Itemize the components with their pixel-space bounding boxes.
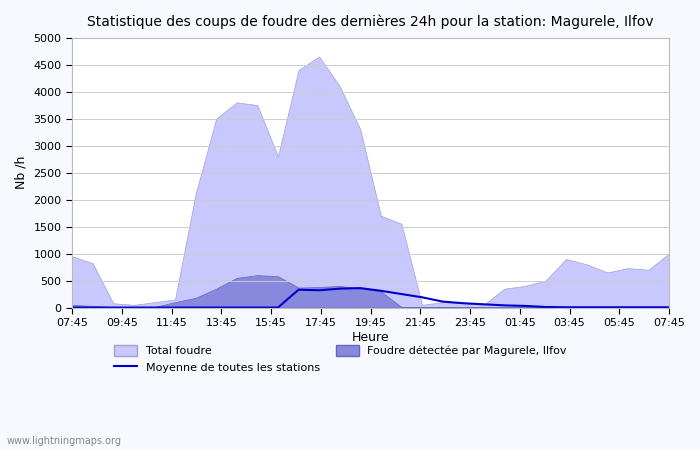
Moyenne de toutes les stations bbox=[88, 305, 97, 310]
Moyenne de toutes les stations bbox=[500, 303, 509, 308]
Moyenne de toutes les stations bbox=[191, 305, 200, 310]
Moyenne de toutes les stations bbox=[521, 303, 529, 309]
Moyenne de toutes les stations bbox=[130, 305, 138, 310]
Moyenne de toutes les stations bbox=[253, 305, 262, 310]
Legend: Total foudre, Moyenne de toutes les stations, Foudre détectée par Magurele, Ilfo: Total foudre, Moyenne de toutes les stat… bbox=[110, 340, 571, 378]
Moyenne de toutes les stations bbox=[603, 305, 612, 310]
Moyenne de toutes les stations bbox=[438, 299, 447, 304]
Moyenne de toutes les stations bbox=[541, 304, 550, 310]
Moyenne de toutes les stations bbox=[377, 288, 385, 293]
Moyenne de toutes les stations bbox=[644, 305, 652, 310]
X-axis label: Heure: Heure bbox=[352, 331, 389, 344]
Moyenne de toutes les stations bbox=[315, 288, 323, 293]
Moyenne de toutes les stations bbox=[232, 305, 241, 310]
Moyenne de toutes les stations bbox=[356, 285, 365, 291]
Moyenne de toutes les stations bbox=[68, 305, 76, 310]
Moyenne de toutes les stations bbox=[335, 286, 344, 291]
Text: www.lightningmaps.org: www.lightningmaps.org bbox=[7, 436, 122, 446]
Moyenne de toutes les stations bbox=[480, 302, 488, 307]
Moyenne de toutes les stations bbox=[212, 305, 220, 310]
Moyenne de toutes les stations bbox=[150, 305, 159, 310]
Moyenne de toutes les stations bbox=[274, 305, 282, 310]
Y-axis label: Nb /h: Nb /h bbox=[15, 156, 28, 189]
Moyenne de toutes les stations bbox=[459, 301, 468, 306]
Moyenne de toutes les stations bbox=[665, 305, 673, 310]
Moyenne de toutes les stations bbox=[171, 305, 179, 310]
Line: Moyenne de toutes les stations: Moyenne de toutes les stations bbox=[72, 288, 669, 307]
Moyenne de toutes les stations bbox=[418, 295, 426, 300]
Moyenne de toutes les stations bbox=[294, 287, 302, 292]
Title: Statistique des coups de foudre des dernières 24h pour la station: Magurele, Ilf: Statistique des coups de foudre des dern… bbox=[88, 15, 654, 30]
Moyenne de toutes les stations bbox=[582, 305, 591, 310]
Moyenne de toutes les stations bbox=[624, 305, 632, 310]
Moyenne de toutes les stations bbox=[398, 291, 406, 297]
Moyenne de toutes les stations bbox=[109, 305, 118, 310]
Moyenne de toutes les stations bbox=[562, 305, 570, 310]
